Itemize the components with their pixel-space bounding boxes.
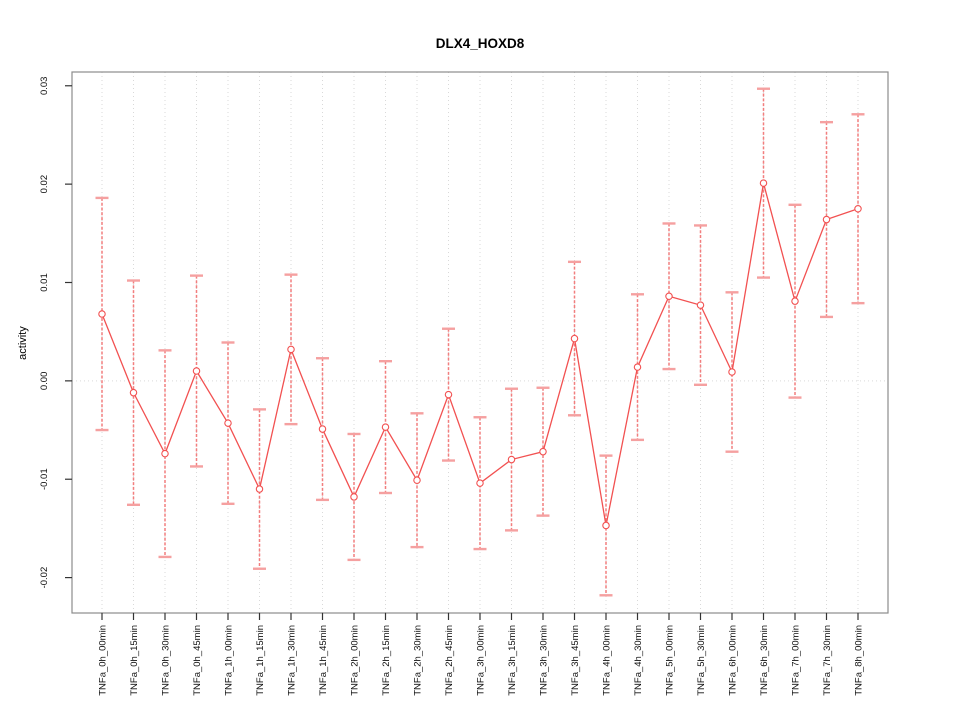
x-tick-label: TNFa_3h_45min [570, 625, 581, 696]
x-tick-label: TNFa_2h_15min [381, 625, 392, 696]
x-tick-label: TNFa_2h_45min [444, 625, 455, 696]
x-tick-label: TNFa_6h_30min [759, 625, 770, 696]
x-tick-label: TNFa_1h_15min [255, 625, 266, 696]
data-point [287, 345, 295, 354]
data-point [381, 423, 390, 431]
y-tick-label: 0.00 [39, 372, 50, 391]
data-point [633, 363, 642, 371]
data-point [413, 476, 421, 484]
data-point [759, 179, 768, 187]
data-point [224, 419, 232, 427]
x-tick-label: TNFa_1h_30min [287, 625, 298, 696]
data-point [570, 334, 579, 343]
x-tick-label: TNFa_4h_30min [633, 625, 644, 696]
data-point [602, 521, 610, 530]
x-tick-label: TNFa_5h_30min [696, 625, 707, 696]
data-point [161, 449, 169, 458]
y-tick-label: 0.01 [39, 273, 50, 292]
data-point [854, 204, 862, 213]
x-tick-label: TNFa_2h_00min [350, 625, 361, 696]
data-point [728, 368, 736, 376]
data-point [791, 297, 799, 305]
y-tick-label: 0.02 [39, 175, 50, 194]
data-point [350, 493, 358, 501]
x-tick-label: TNFa_6h_00min [728, 625, 739, 696]
x-tick-label: TNFa_7h_30min [822, 625, 833, 696]
x-tick-label: TNFa_0h_30min [161, 625, 172, 696]
x-tick-label: TNFa_3h_30min [539, 625, 550, 696]
series-line [101, 182, 859, 526]
x-tick-label: TNFa_0h_45min [192, 625, 203, 696]
x-tick-label: TNFa_3h_00min [476, 625, 487, 696]
x-tick-label: TNFa_0h_00min [98, 625, 109, 696]
data-point [192, 367, 201, 375]
plot-border [71, 71, 889, 614]
data-point [665, 292, 673, 301]
data-point [507, 455, 516, 464]
y-tick-label: -0.02 [39, 567, 50, 589]
x-tick-label: TNFa_4h_00min [602, 625, 613, 696]
x-tick-label: TNFa_0h_15min [129, 625, 140, 696]
data-point [129, 388, 138, 397]
y-tick-label: 0.03 [39, 77, 50, 96]
x-tick-label: TNFa_1h_45min [318, 625, 329, 696]
data-point [255, 485, 264, 493]
x-tick-label: TNFa_8h_00min [854, 625, 865, 696]
x-tick-label: TNFa_3h_15min [507, 625, 518, 696]
data-point [696, 301, 705, 309]
y-axis-label: activity [17, 326, 29, 360]
x-tick-label: TNFa_2h_30min [413, 625, 424, 696]
data-point [318, 425, 327, 433]
data-point [539, 447, 547, 456]
data-point [822, 215, 831, 224]
data-point [476, 479, 484, 487]
chart-title: DLX4_HOXD8 [436, 36, 525, 51]
data-point [98, 310, 106, 318]
plot-area: 0.03 0.02 0.01 0.00 -0.01 -0.02 TNFa_0h_00min T… [39, 71, 889, 696]
y-tick-label: -0.01 [39, 468, 50, 490]
x-tick-label: TNFa_5h_00min [665, 625, 676, 696]
x-tick-label: TNFa_7h_00min [791, 625, 802, 696]
data-point [444, 390, 453, 399]
x-tick-label: TNFa_1h_00min [224, 625, 235, 696]
